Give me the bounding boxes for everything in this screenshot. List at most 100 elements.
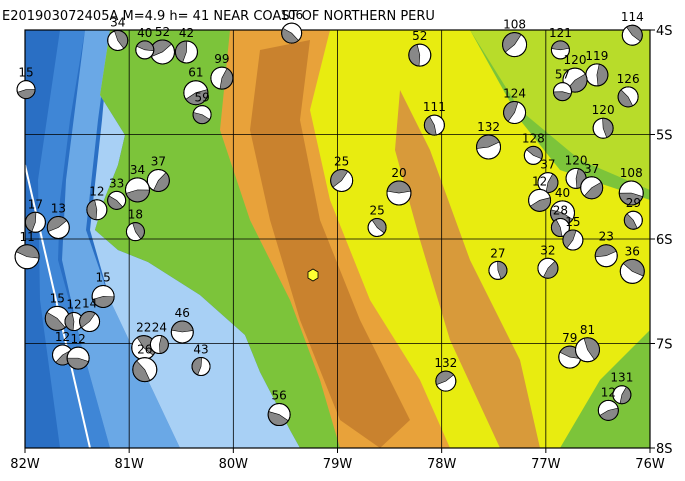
depth-label: 114 [621, 10, 644, 24]
focal-mechanism [612, 385, 632, 405]
beachball-outline [210, 66, 234, 90]
focal-mechanism [132, 357, 158, 383]
depth-label: 128 [522, 131, 545, 145]
depth-label: 28 [553, 204, 568, 218]
beachball-outline [367, 218, 387, 238]
focal-mechanism [150, 39, 175, 65]
beachball-outline [597, 399, 619, 421]
focal-mechanism [580, 176, 604, 200]
focal-mechanism [125, 177, 150, 203]
focal-mechanism [488, 260, 508, 280]
depth-label: 34 [110, 15, 125, 29]
focal-mechanism [107, 190, 127, 210]
depth-label: 34 [130, 163, 145, 177]
focal-mechanism [125, 222, 145, 242]
depth-label: 40 [555, 186, 570, 200]
focal-mechanism [210, 66, 234, 90]
beachball-outline [523, 145, 543, 165]
beachball-outline [191, 356, 211, 376]
focal-mechanism [502, 32, 528, 58]
depth-label: 120 [565, 153, 588, 167]
map-title: E201903072405A M=4.9 h= 41 NEAR COAST OF… [2, 9, 435, 24]
depth-label: 124 [503, 87, 526, 101]
focal-mechanism [135, 40, 155, 60]
beachball-outline [24, 211, 46, 233]
beachball-outline [132, 357, 158, 383]
depth-label: 132 [477, 120, 500, 134]
depth-label: 119 [585, 49, 608, 63]
beachball-outline [66, 346, 90, 370]
depth-label: 56 [272, 389, 287, 403]
depth-label: 22 [136, 321, 151, 335]
beachball-outline [174, 40, 198, 64]
depth-label: 15 [565, 215, 580, 229]
focal-mechanism [91, 284, 115, 308]
beachball-outline [528, 188, 552, 212]
depth-label: 12 [66, 298, 81, 312]
depth-label: 26 [137, 343, 152, 357]
beachball-outline [183, 80, 209, 106]
depth-label: 79 [562, 331, 577, 345]
depth-label: 32 [540, 243, 555, 257]
beachball-outline [46, 216, 70, 240]
x-tick-label: 79W [323, 457, 353, 472]
depth-label: 37 [151, 154, 166, 168]
y-tick-label: 4S [656, 24, 673, 39]
depth-label: 14 [82, 297, 97, 311]
depth-label: 81 [580, 323, 595, 337]
depth-label: 11 [19, 230, 34, 244]
beachball-outline [16, 80, 36, 100]
beachball-outline [537, 257, 559, 279]
beachball-outline [125, 177, 150, 203]
beachball-outline [550, 218, 570, 238]
depth-label: 36 [625, 244, 640, 258]
depth-label: 15 [50, 291, 65, 305]
beachball-outline [592, 117, 614, 139]
beachball-outline [619, 258, 645, 284]
focal-mechanism [553, 82, 572, 102]
beachball-outline [79, 311, 101, 333]
beachball-outline [580, 176, 604, 200]
beachball-outline [502, 32, 528, 58]
beachball-outline [192, 105, 212, 125]
focal-mechanism [267, 403, 291, 427]
focal-mechanism [16, 80, 36, 100]
focal-mechanism [367, 218, 387, 238]
depth-label: 57 [555, 68, 570, 82]
beachball-outline [408, 43, 432, 67]
depth-label: 15 [95, 270, 110, 284]
focal-mechanism [503, 101, 527, 125]
depth-label: 27 [490, 246, 505, 260]
x-tick-label: 80W [219, 457, 249, 472]
depth-label: 12 [601, 385, 616, 399]
focal-mechanism [550, 40, 570, 60]
depth-label: 43 [193, 342, 208, 356]
depth-label: 15 [18, 66, 33, 80]
beachball-outline [618, 180, 644, 206]
focal-mechanism [46, 216, 70, 240]
depth-label: 108 [503, 18, 526, 32]
x-tick-label: 82W [10, 457, 40, 472]
beachball-outline [553, 82, 572, 102]
focal-mechanism [523, 145, 543, 165]
beachball-outline [476, 134, 502, 160]
depth-label: 126 [617, 72, 640, 86]
beachball-outline [14, 244, 40, 270]
beachball-outline [146, 168, 170, 192]
focal-mechanism [575, 337, 600, 363]
depth-label: 18 [128, 208, 143, 222]
beachball-outline [135, 40, 155, 60]
focal-mechanism [594, 244, 618, 268]
depth-label: 61 [188, 66, 203, 80]
depth-label: 20 [391, 166, 406, 180]
focal-mechanism [617, 86, 639, 108]
focal-mechanism [86, 199, 108, 221]
focal-mechanism [107, 29, 129, 51]
beachball-outline [488, 260, 508, 280]
focal-mechanism [330, 168, 354, 192]
depth-label: 106 [280, 8, 303, 22]
depth-label: 132 [434, 356, 457, 370]
depth-label: 29 [626, 196, 641, 210]
beachball-outline [575, 337, 600, 363]
